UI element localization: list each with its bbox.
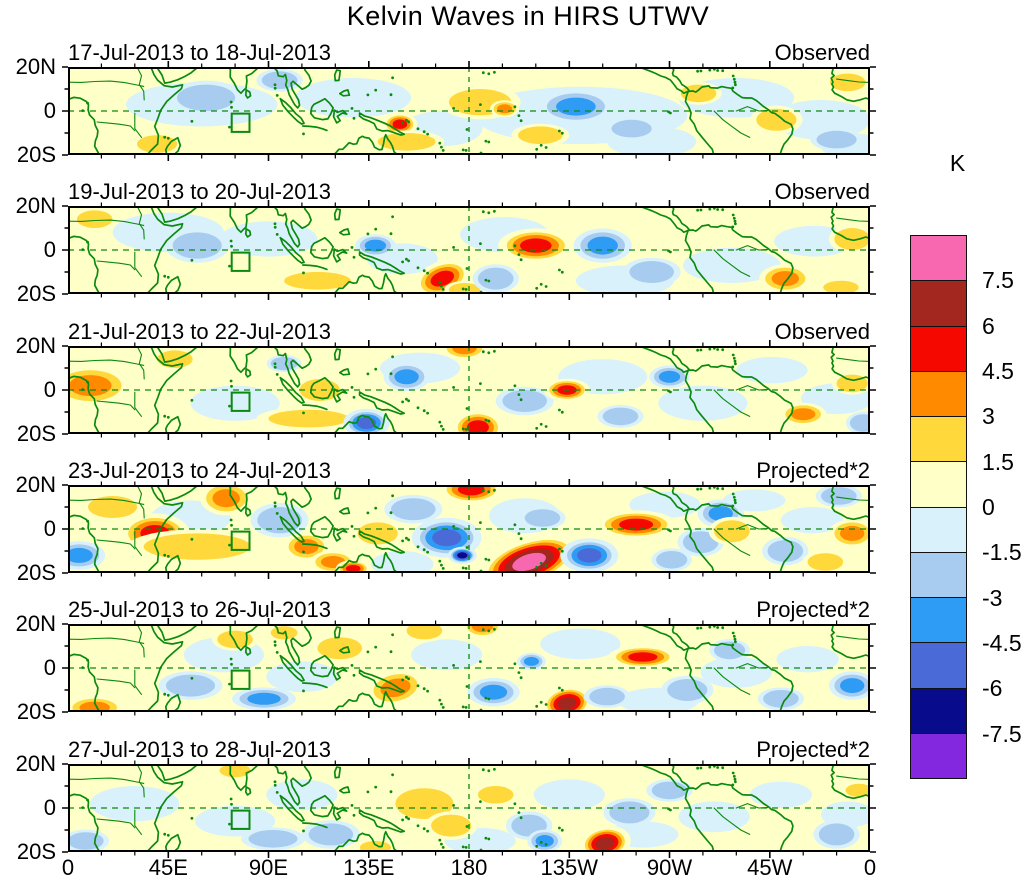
panel-4-ytick-0: 0 (43, 516, 56, 541)
colorbar-cell-11 (910, 732, 967, 779)
xtick-3-135E: 135E (343, 855, 395, 880)
panel-5-ytick-20S: 20S (16, 699, 56, 724)
map-svg-panel-2 (62, 200, 876, 300)
colorbar-tick--6: -6 (982, 675, 1003, 702)
panel-1-ytick-20S: 20S (16, 142, 56, 167)
colorbar-cell-8 (910, 597, 967, 644)
panel-3-ytick-20N: 20N (15, 333, 56, 358)
colorbar-cell-7 (910, 551, 967, 598)
colorbar-cell-0 (910, 235, 967, 282)
colorbar-cell-6 (910, 506, 967, 553)
panel-1-header: 17-Jul-2013 to 18-Jul-2013 Observed (68, 40, 870, 65)
panel-6-source-label: Projected*2 (756, 737, 870, 762)
colorbar-unit-label: K (949, 150, 966, 176)
colorbar-cell-1 (910, 280, 967, 327)
colorbar-tick-4.5: 4.5 (982, 358, 1014, 384)
map-svg-panel-5 (62, 618, 876, 718)
panel-6-ytick-20N: 20N (15, 751, 56, 776)
colorbar-tick--1.5: -1.5 (982, 539, 1022, 566)
panel-1-source-label: Observed (774, 40, 870, 65)
colorbar (910, 235, 967, 779)
map-panel-5 (62, 618, 876, 718)
map-panel-3 (62, 340, 876, 440)
colorbar-tick-7.5: 7.5 (982, 267, 1014, 294)
panel-6-date-range: 27-Jul-2013 to 28-Jul-2013 (68, 737, 331, 762)
panel-2-ytick-0: 0 (43, 237, 56, 262)
panel-6-ytick-20S: 20S (16, 839, 56, 864)
xtick-7-45W: 45W (747, 855, 793, 880)
panel-2-source-label: Observed (774, 179, 870, 204)
xtick-4-180: 180 (450, 855, 488, 880)
xtick-1-45E: 45E (148, 855, 188, 880)
colorbar-tick-1.5: 1.5 (982, 448, 1014, 475)
colorbar-tick--3: -3 (982, 584, 1003, 611)
panel-5-header: 25-Jul-2013 to 26-Jul-2013 Projected*2 (68, 597, 870, 622)
colorbar-cell-5 (910, 461, 967, 508)
panel-3-header: 21-Jul-2013 to 22-Jul-2013 Observed (68, 319, 870, 344)
colorbar-tick--7.5: -7.5 (982, 720, 1022, 747)
panel-1-ytick-0: 0 (43, 98, 56, 123)
map-panel-2 (62, 200, 876, 300)
figure-title: Kelvin Waves in HIRS UTWV (346, 1, 710, 31)
panel-2-date-range: 19-Jul-2013 to 20-Jul-2013 (68, 179, 331, 204)
xtick-5-135W: 135W (540, 855, 599, 880)
map-panel-4 (62, 479, 876, 579)
map-svg-panel-3 (62, 340, 876, 440)
panel-6-ytick-0: 0 (43, 795, 56, 820)
colorbar-tick-0: 0 (982, 494, 995, 520)
panel-4-header: 23-Jul-2013 to 24-Jul-2013 Projected*2 (68, 458, 870, 483)
colorbar-cell-4 (910, 416, 967, 463)
map-svg-panel-1 (62, 61, 876, 161)
panel-3-ytick-20S: 20S (16, 421, 56, 446)
panel-4-source-label: Projected*2 (756, 458, 870, 483)
colorbar-tick--4.5: -4.5 (982, 630, 1022, 656)
panel-2-header: 19-Jul-2013 to 20-Jul-2013 Observed (68, 179, 870, 204)
colorbar-cell-3 (910, 370, 967, 417)
colorbar-tick-6: 6 (982, 312, 995, 339)
xtick-8-0: 0 (863, 855, 877, 880)
panel-4-ytick-20S: 20S (16, 560, 56, 585)
panel-5-source-label: Projected*2 (756, 597, 870, 622)
panel-5-date-range: 25-Jul-2013 to 26-Jul-2013 (68, 597, 331, 622)
panel-2-ytick-20N: 20N (15, 193, 56, 218)
panel-6-header: 27-Jul-2013 to 28-Jul-2013 Projected*2 (68, 737, 870, 762)
colorbar-cell-2 (910, 325, 967, 372)
panel-4-ytick-20N: 20N (15, 472, 56, 497)
xtick-2-90E: 90E (248, 855, 289, 880)
colorbar-tick-3: 3 (982, 403, 995, 430)
panel-2-ytick-20S: 20S (16, 281, 56, 306)
panel-5-ytick-20N: 20N (15, 611, 56, 636)
xtick-0-0: 0 (61, 855, 75, 880)
xtick-6-90W: 90W (646, 855, 693, 880)
colorbar-cell-9 (910, 642, 967, 689)
panel-1-date-range: 17-Jul-2013 to 18-Jul-2013 (68, 40, 331, 65)
panel-3-ytick-0: 0 (43, 377, 56, 402)
panel-3-date-range: 21-Jul-2013 to 22-Jul-2013 (68, 319, 331, 344)
map-svg-panel-4 (62, 479, 876, 579)
panel-1-ytick-20N: 20N (15, 54, 56, 79)
map-panel-1 (62, 61, 876, 161)
panel-5-ytick-0: 0 (43, 655, 56, 680)
panel-4-date-range: 23-Jul-2013 to 24-Jul-2013 (68, 458, 331, 483)
map-svg-panel-6 (62, 758, 876, 858)
colorbar-cell-10 (910, 687, 967, 734)
map-panel-6 (62, 758, 876, 858)
panel-3-source-label: Observed (774, 319, 870, 344)
